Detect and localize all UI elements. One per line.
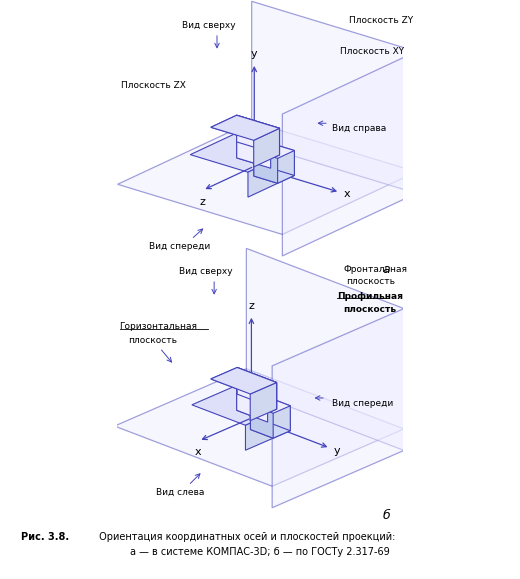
Text: x: x (343, 189, 350, 199)
Polygon shape (192, 386, 290, 426)
Polygon shape (211, 115, 279, 140)
Text: z: z (199, 197, 205, 207)
Text: Вид сверху: Вид сверху (181, 21, 235, 30)
Text: Вид слева: Вид слева (155, 488, 204, 497)
Polygon shape (118, 122, 417, 234)
Text: Рис. 3.8.: Рис. 3.8. (21, 532, 69, 543)
Text: Вид справа: Вид справа (332, 124, 386, 134)
Polygon shape (254, 129, 279, 167)
Text: Вид спереди: Вид спереди (332, 399, 393, 408)
Polygon shape (237, 386, 290, 431)
Polygon shape (254, 168, 294, 184)
Text: плоскость: плоскость (346, 277, 395, 287)
Polygon shape (246, 248, 404, 450)
Polygon shape (211, 115, 279, 140)
Text: Плоскость ZX: Плоскость ZX (121, 82, 186, 90)
Text: плоскость: плоскость (128, 336, 177, 345)
Polygon shape (190, 133, 294, 172)
Polygon shape (245, 406, 290, 450)
Polygon shape (282, 52, 417, 256)
Polygon shape (114, 369, 404, 486)
Polygon shape (254, 129, 279, 167)
Polygon shape (237, 133, 271, 168)
Polygon shape (252, 1, 417, 193)
Text: Профильная: Профильная (337, 292, 404, 301)
Text: а: а (382, 263, 390, 276)
Polygon shape (254, 144, 271, 176)
Polygon shape (211, 368, 277, 394)
Polygon shape (248, 151, 294, 197)
Polygon shape (250, 383, 277, 421)
Polygon shape (237, 115, 279, 155)
Polygon shape (237, 368, 277, 409)
Polygon shape (254, 151, 278, 184)
Polygon shape (272, 309, 404, 508)
Polygon shape (250, 383, 277, 421)
Text: плоскость: плоскость (343, 305, 396, 314)
Text: x: x (194, 448, 201, 457)
Polygon shape (237, 115, 279, 155)
Polygon shape (251, 397, 268, 430)
Polygon shape (251, 405, 273, 438)
Text: Плоскость ZY: Плоскость ZY (349, 16, 413, 24)
Text: Вид сверху: Вид сверху (179, 267, 232, 276)
Text: y: y (333, 445, 340, 456)
Text: Ориентация координатных осей и плоскостей проекций:: Ориентация координатных осей и плоскосте… (96, 532, 396, 543)
Text: Вид спереди: Вид спереди (149, 242, 211, 251)
Text: Фронтальная: Фронтальная (343, 265, 407, 273)
Polygon shape (237, 133, 294, 175)
Text: z: z (249, 301, 254, 312)
Text: б: б (382, 509, 390, 522)
Text: Горизонтальная: Горизонтальная (120, 322, 198, 331)
Polygon shape (237, 386, 268, 422)
Polygon shape (237, 368, 277, 409)
Polygon shape (211, 368, 277, 394)
Polygon shape (251, 422, 290, 438)
Text: Плоскость XY: Плоскость XY (340, 47, 405, 56)
Text: а — в системе КОМПАС-3D; б — по ГОСТу 2.317-69: а — в системе КОМПАС-3D; б — по ГОСТу 2.… (130, 547, 390, 557)
Text: y: y (251, 49, 257, 60)
